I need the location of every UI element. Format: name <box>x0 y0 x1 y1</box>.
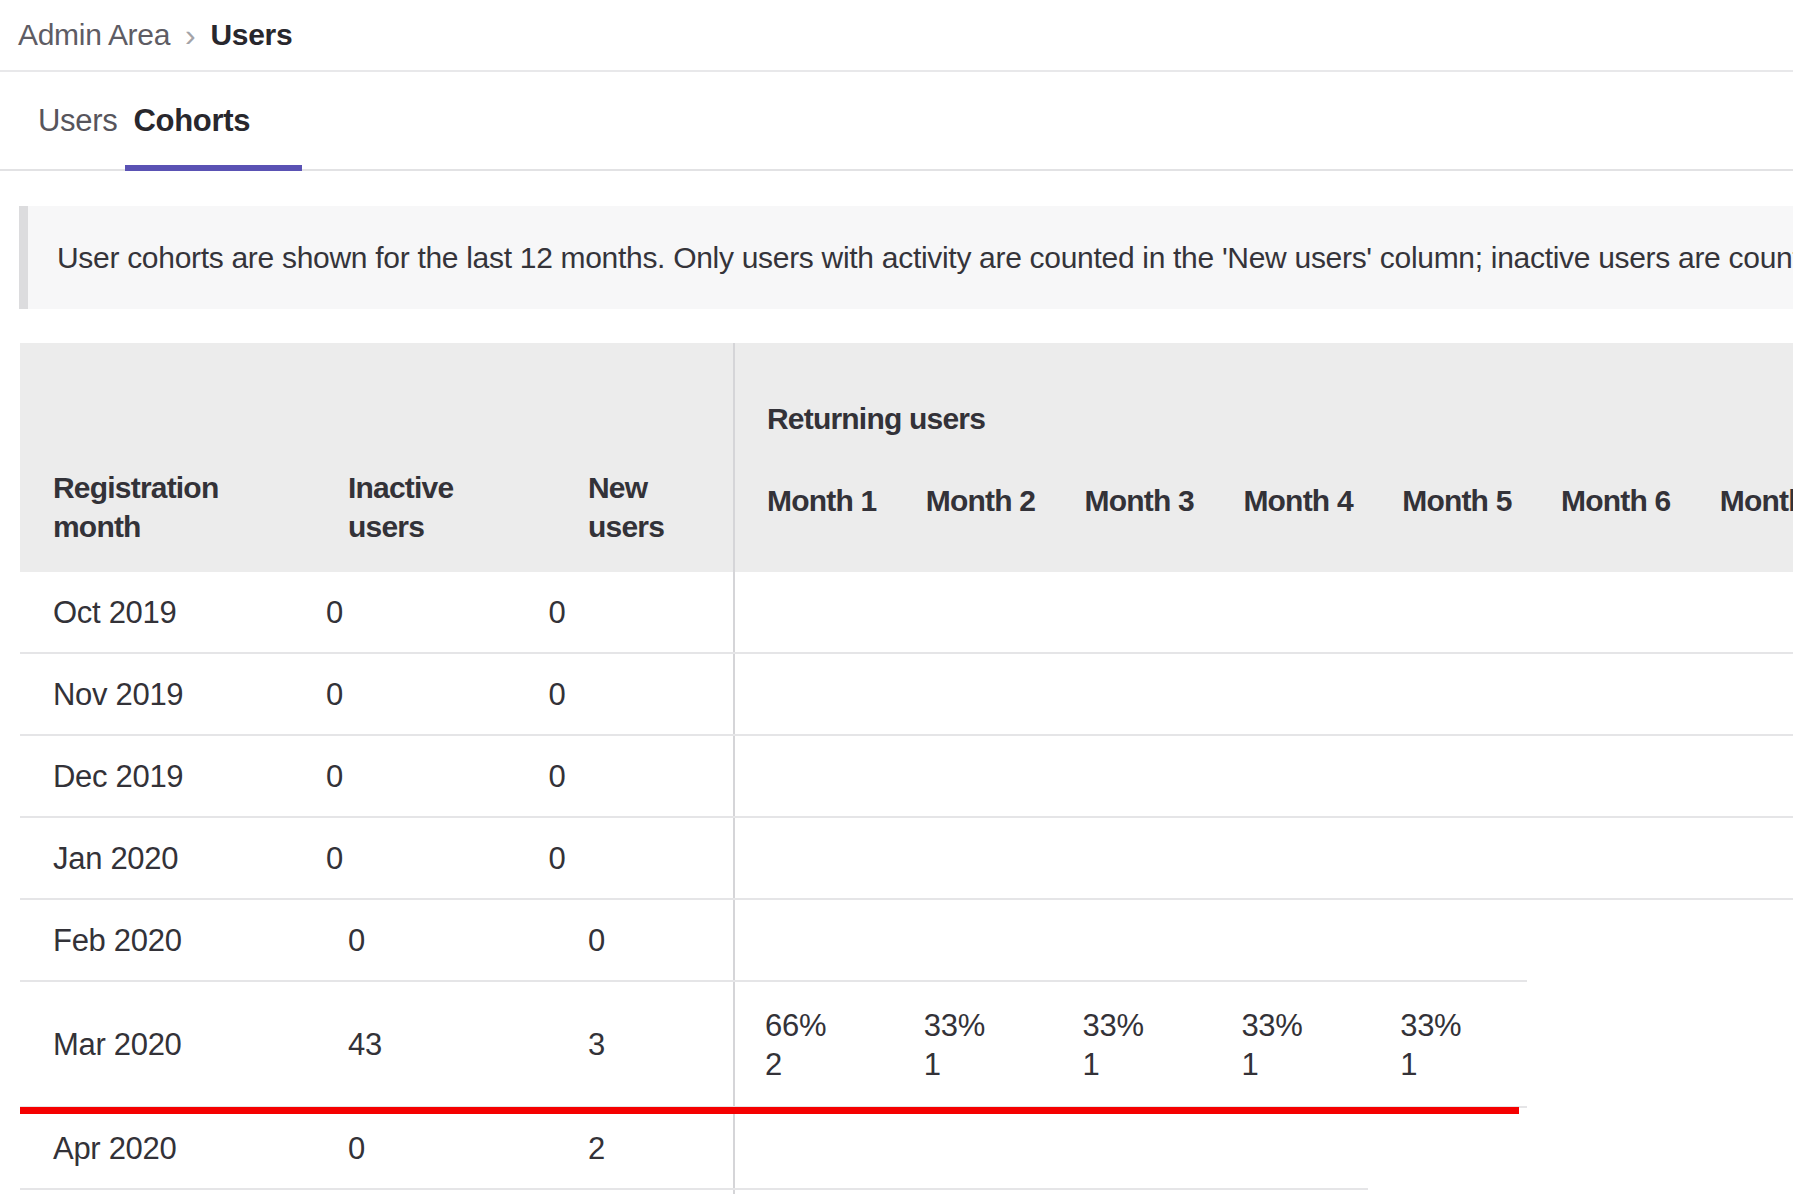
table-row: Apr 2020 0 2 <box>20 1108 1793 1190</box>
tab-users-label: Users <box>38 103 117 139</box>
row-separator <box>20 652 1793 654</box>
row-separator <box>20 980 1527 982</box>
tab-cohorts[interactable]: Cohorts <box>125 72 302 169</box>
cell-registration-month: Feb 2020 <box>20 923 315 959</box>
cell-group-returning <box>681 654 1793 736</box>
cell-group-returning <box>733 1108 1368 1190</box>
cell-new-users: 0 <box>516 759 682 795</box>
returning-users-header-group: Returning users Month 1Month 2Month 3Mon… <box>733 343 1793 572</box>
breadcrumb-item-users: Users <box>210 18 292 52</box>
cell-inactive-users: 0 <box>315 923 555 959</box>
cell-returning-month: 33%1 <box>1209 1006 1368 1084</box>
cell-inactive-users: 0 <box>293 595 516 631</box>
table-row: Dec 2019 0 0 <box>20 736 1793 818</box>
row-separator <box>20 816 1793 818</box>
returning-count: 1 <box>1083 1045 1210 1084</box>
column-header-month: Month 7 <box>1688 481 1793 520</box>
admin-cohorts-page: { "breadcrumb": { "items": ["Admin Area"… <box>0 0 1793 1194</box>
table-row: Oct 2019 0 0 <box>20 572 1793 654</box>
cell-group-returning <box>681 572 1793 654</box>
cell-registration-month: Oct 2019 <box>20 595 293 631</box>
cell-group-returning <box>733 900 1527 982</box>
cell-new-users: 0 <box>555 923 733 959</box>
table-row: Jan 2020 0 0 <box>20 818 1793 900</box>
column-header-month: Month 4 <box>1211 481 1370 520</box>
cohorts-table-body: Oct 2019 0 0 Nov 2019 0 0 Dec 2019 0 0 J… <box>20 572 1793 1190</box>
column-header-inactive-users: Inactive users <box>315 343 555 572</box>
cell-returning-month: 66%2 <box>733 1006 892 1084</box>
returning-count: 1 <box>1241 1045 1368 1084</box>
returning-count: 1 <box>1400 1045 1527 1084</box>
column-header-month: Month 1 <box>735 481 894 520</box>
cell-new-users: 2 <box>555 1131 733 1167</box>
returning-percentage: 33% <box>924 1006 1051 1045</box>
cell-inactive-users: 0 <box>293 677 516 713</box>
cell-group-returning <box>681 818 1793 900</box>
returning-count: 1 <box>924 1045 1051 1084</box>
tab-users[interactable]: Users <box>30 72 125 169</box>
returning-percentage: 33% <box>1400 1006 1527 1045</box>
returning-users-label: Returning users <box>735 399 1793 438</box>
cell-group-returning <box>681 736 1793 818</box>
returning-percentage: 33% <box>1083 1006 1210 1045</box>
column-header-month: Month 3 <box>1053 481 1212 520</box>
month-column-headers: Month 1Month 2Month 3Month 4Month 5Month… <box>735 481 1793 520</box>
returning-percentage: 66% <box>765 1006 892 1045</box>
cell-new-users: 0 <box>516 677 682 713</box>
annotation-red-underline <box>20 1107 1519 1114</box>
column-header-month: Month 2 <box>894 481 1053 520</box>
cohorts-info-text: User cohorts are shown for the last 12 m… <box>57 241 1793 275</box>
breadcrumb-chevron-icon: › <box>185 20 195 50</box>
row-separator <box>20 734 1793 736</box>
cell-returning-month: 33%1 <box>1051 1006 1210 1084</box>
cell-returning-month: 33%1 <box>892 1006 1051 1084</box>
breadcrumb-item-admin-area[interactable]: Admin Area <box>18 18 170 52</box>
returning-percentage: 33% <box>1241 1006 1368 1045</box>
cell-inactive-users: 0 <box>293 759 516 795</box>
cell-group-returning: 66%233%133%133%133%1 <box>733 982 1527 1108</box>
column-header-month: Month 6 <box>1529 481 1688 520</box>
breadcrumb: Admin Area › Users <box>0 0 1793 72</box>
cell-registration-month: Mar 2020 <box>20 1027 315 1063</box>
cell-inactive-users: 0 <box>315 1131 555 1167</box>
table-row: Feb 2020 0 0 <box>20 900 1793 982</box>
cell-registration-month: Jan 2020 <box>20 841 293 877</box>
returning-count: 2 <box>765 1045 892 1084</box>
table-row: Nov 2019 0 0 <box>20 654 1793 736</box>
cell-registration-month: Nov 2019 <box>20 677 293 713</box>
table-row: Mar 2020 43 3 66%233%133%133%133%1 <box>20 982 1793 1108</box>
cell-registration-month: Dec 2019 <box>20 759 293 795</box>
cell-new-users: 0 <box>516 595 682 631</box>
cohorts-table: Registration month Inactive users New us… <box>20 343 1793 1194</box>
row-separator <box>20 898 1793 900</box>
cohorts-info-banner: User cohorts are shown for the last 12 m… <box>19 206 1793 309</box>
tab-cohorts-label: Cohorts <box>133 103 250 139</box>
cell-new-users: 0 <box>516 841 682 877</box>
row-separator <box>20 1188 1368 1190</box>
active-tab-indicator <box>125 165 302 171</box>
cell-inactive-users: 0 <box>293 841 516 877</box>
cell-inactive-users: 43 <box>315 1027 555 1063</box>
tab-bar: Users Cohorts <box>0 72 1793 171</box>
cell-new-users: 3 <box>555 1027 733 1063</box>
column-header-new-users: New users <box>555 343 733 572</box>
cohorts-table-header: Registration month Inactive users New us… <box>20 343 1793 572</box>
column-header-month: Month 5 <box>1370 481 1529 520</box>
column-header-registration-month: Registration month <box>20 343 315 572</box>
cell-registration-month: Apr 2020 <box>20 1131 315 1167</box>
cell-returning-month: 33%1 <box>1368 1006 1527 1084</box>
